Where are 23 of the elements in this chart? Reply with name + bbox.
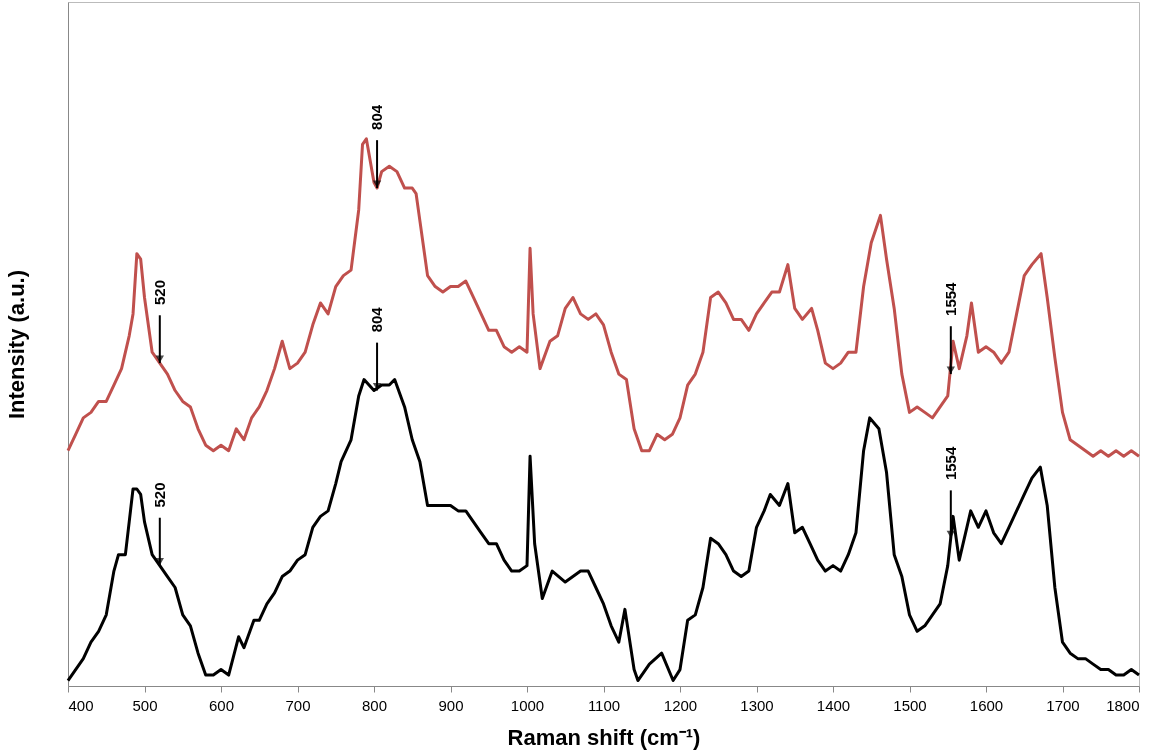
x-tick-label: 1300 bbox=[740, 696, 774, 714]
annotation: 1554 bbox=[941, 446, 959, 481]
annotation: 1554 bbox=[941, 281, 959, 316]
annotation: 520 bbox=[150, 279, 168, 306]
x-tick-label: 800 bbox=[361, 696, 388, 714]
x-tick-label: 600 bbox=[208, 696, 235, 714]
annotation: 804 bbox=[368, 104, 386, 130]
x-tick-label: 700 bbox=[285, 696, 311, 714]
x-tick-label: 1200 bbox=[663, 696, 698, 714]
x-tick-label: 400 bbox=[68, 696, 94, 714]
x-tick-label: 1800 bbox=[1106, 696, 1140, 714]
x-tick-label: 500 bbox=[132, 696, 158, 714]
x-tick-label: 1400 bbox=[816, 696, 851, 714]
x-tick-label: 1600 bbox=[969, 696, 1004, 714]
x-tick-label: 1700 bbox=[1046, 696, 1080, 714]
x-axis-title: Raman shift (cm⁻¹) bbox=[507, 724, 701, 750]
y-axis-title: Intensity (a.u.) bbox=[3, 269, 29, 420]
x-tick-label: 1000 bbox=[510, 696, 545, 714]
x-tick-label: 1100 bbox=[587, 696, 621, 714]
annotation: 804 bbox=[368, 306, 386, 333]
x-tick-label: 1500 bbox=[893, 696, 927, 714]
x-tick-label: 900 bbox=[438, 696, 464, 714]
annotation: 520 bbox=[150, 482, 168, 508]
